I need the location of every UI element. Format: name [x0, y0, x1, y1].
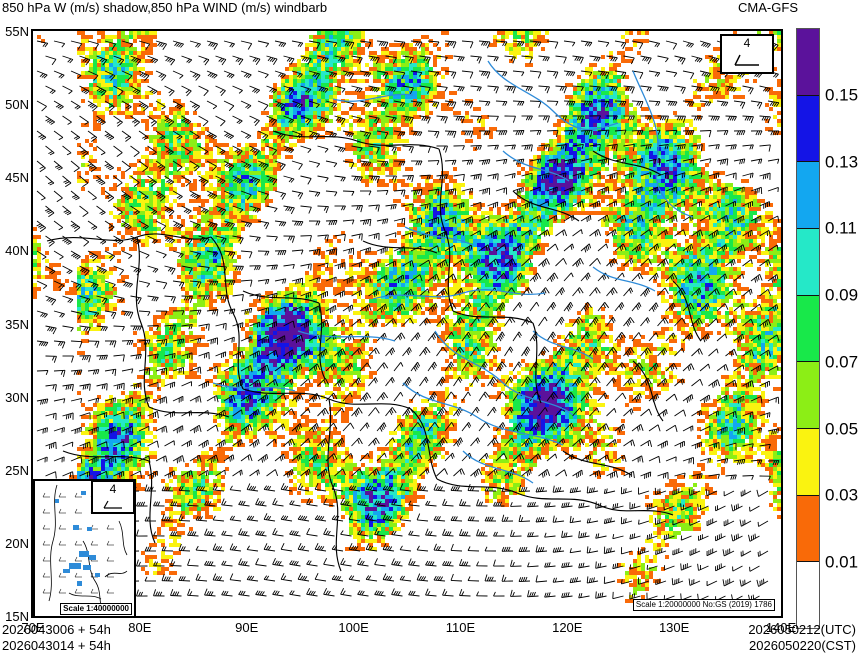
windbarb-key-inset-value: 4 [109, 482, 117, 496]
colorbar-band-1 [797, 94, 819, 162]
y-tick-40N: 40N [5, 243, 29, 259]
y-tick-55N: 55N [5, 24, 29, 39]
colorbar-band-6 [797, 428, 819, 495]
y-tick-15N: 15N [5, 609, 29, 624]
y-tick-20N: 20N [5, 535, 29, 551]
colorbar-band-7 [797, 494, 819, 562]
colorbar-tick-0.01: 0.01 [825, 552, 859, 572]
windbarb-glyph-icon [734, 54, 759, 66]
colorbar-band-3 [797, 228, 819, 295]
colorbar-band-8 [797, 561, 819, 629]
windbarb-key-inset: 4 [91, 481, 134, 514]
y-tick-45N: 45N [5, 170, 29, 186]
y-tick-25N: 25N [5, 462, 29, 478]
colorbar-tick-0.13: 0.13 [825, 152, 859, 172]
x-tick-90E: 90E [235, 620, 259, 635]
colorbar-tick-0.07: 0.07 [825, 352, 859, 372]
y-tick-50N: 50N [5, 97, 29, 113]
page-title: 850 hPa W (m/s) shadow,850 hPa WIND (m/s… [2, 0, 328, 15]
valid-time-cst: 2026050220(CST) [749, 638, 856, 653]
valid-time-utc: 2026050212(UTC) [748, 622, 856, 637]
colorbar-tick-0.09: 0.09 [825, 285, 859, 305]
init-time-utc: 2026043006 + 54h [2, 622, 111, 637]
colorbar-tick-labels: 0.01 0.03 0.05 0.07 0.09 0.11 0.13 0.15 [820, 28, 860, 629]
x-tick-140E: 140E [765, 620, 797, 635]
colorbar[interactable] [796, 28, 820, 629]
colorbar-tick-0.03: 0.03 [825, 485, 859, 505]
colorbar-tick-0.05: 0.05 [825, 419, 859, 439]
map-scale-label: Scale 1:20000000 No:GS (2019) 1786 [632, 599, 775, 611]
y-tick-30N: 30N [5, 389, 29, 405]
boundaries-layer [46, 130, 702, 572]
rivers-layer [212, 60, 694, 484]
x-tick-110E: 110E [445, 620, 476, 635]
x-tick-130E: 130E [658, 620, 690, 635]
colorbar-tick-0.11: 0.11 [825, 218, 857, 238]
y-axis: 15N 20N 25N 30N 35N 40N 45N 50N 55N [0, 0, 29, 664]
x-tick-80E: 80E [128, 620, 152, 635]
colorbar-band-5 [797, 361, 819, 429]
colorbar-tick-0.15: 0.15 [825, 85, 859, 105]
colorbar-band-4 [797, 294, 819, 362]
colorbar-band-0 [797, 29, 819, 95]
map-field-svg [33, 31, 781, 616]
x-tick-120E: 120E [552, 620, 583, 635]
init-time-cst: 2026043014 + 54h [2, 638, 111, 653]
inset-map[interactable]: 4 Scale 1:40000000 [33, 479, 136, 616]
y-tick-35N: 35N [5, 316, 29, 332]
x-tick-100E: 100E [338, 620, 369, 635]
colorbar-band-2 [797, 161, 819, 229]
x-tick-70E: 70E [21, 620, 45, 635]
windbarb-key-main: 4 [720, 34, 774, 74]
map-plot-frame[interactable]: 4 Scale 1:20000000 No:GS (2019) 1786 [31, 29, 783, 618]
model-label: CMA-GFS [738, 0, 798, 15]
windbarb-key-value: 4 [743, 36, 751, 50]
windbarb-glyph-inset-icon [103, 500, 122, 509]
map-canvas [33, 31, 781, 616]
inset-scale-label: Scale 1:40000000 [60, 603, 132, 615]
